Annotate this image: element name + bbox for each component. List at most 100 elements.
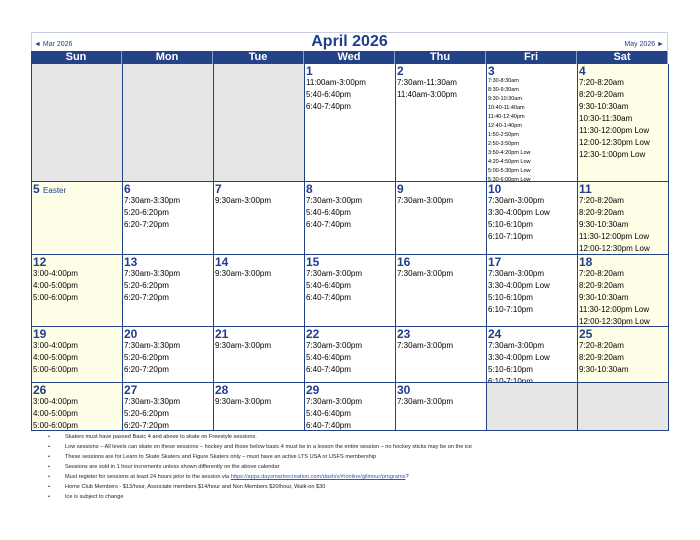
day-number-text: 21: [215, 327, 229, 341]
session-time: 6:20-7:20pm: [124, 220, 169, 229]
day-number-text: 2: [397, 64, 404, 78]
day-number: 18: [579, 256, 668, 268]
session-time: 9:30am-3:00pm: [215, 341, 272, 350]
day-number: 27: [124, 384, 213, 396]
note-text: Sessions are sold in 1 hour increments u…: [65, 464, 280, 470]
day-cell[interactable]: 2 7:30am-11:30am 11:40am-3:00pm: [396, 64, 487, 182]
day-number-text: 10: [488, 182, 502, 196]
day-number-text: 28: [215, 383, 229, 397]
day-number-text: 13: [124, 255, 138, 269]
session-time: 8:20-9:20am: [579, 208, 624, 217]
note-text: Home Club Members - $13/hour, Associate …: [65, 484, 326, 490]
session-time: 5:40-6:40pm: [306, 208, 351, 217]
session-time: 7:20-8:20am: [579, 341, 624, 350]
day-number-text: 27: [124, 383, 138, 397]
note-item: Low sessions – All levels can skate on t…: [48, 442, 472, 452]
session-time: 5:00-6:00pm: [33, 421, 78, 430]
session-time: 7:30am-3:30pm: [124, 397, 181, 406]
day-number-text: 18: [579, 255, 593, 269]
session-time: 5:30-6:00pm Low: [488, 177, 531, 182]
calendar-header: ◄ Mar 2026 April 2026 May 2026 ►: [31, 32, 668, 51]
note-item: Home Club Members - $13/hour, Associate …: [48, 482, 472, 492]
day-cell[interactable]: 16 7:30am-3:00pm: [396, 255, 487, 327]
day-cell[interactable]: 6 7:30am-3:30pm 5:20-6:20pm 6:20-7:20pm: [123, 182, 214, 255]
weekday-sun: Sun: [31, 51, 122, 64]
note-item: Must register for sessions at least 24 h…: [48, 472, 472, 482]
weekday-wed: Wed: [304, 51, 395, 64]
session-time: 3:00-4:00pm: [33, 341, 78, 350]
session-time: 4:00-5:00pm: [33, 353, 78, 362]
empty-day-cell: [487, 383, 578, 431]
session-time: 12:30-1:00pm Low: [579, 150, 646, 159]
day-number-text: 4: [579, 64, 586, 78]
session-time: 6:10-7:10pm: [488, 305, 533, 314]
session-time: 12:00-12:30pm Low: [579, 138, 650, 147]
day-cell[interactable]: 12 3:00-4:00pm 4:00-5:00pm 5:00-6:00pm: [32, 255, 123, 327]
session-time: 6:40-7:40pm: [306, 102, 351, 111]
day-cell[interactable]: 10 7:30am-3:00pm 3:30-4:00pm Low 5:10-6:10p…: [487, 182, 578, 255]
day-cell[interactable]: 24 7:30am-3:00pm 3:30-4:00pm Low 5:10-6:10p…: [487, 327, 578, 383]
session-time: 12:40-1:40pm: [488, 123, 522, 129]
day-cell[interactable]: 30 7:30am-3:00pm: [396, 383, 487, 431]
session-time: 11:40am-3:00pm: [397, 90, 457, 99]
day-cell[interactable]: 19 3:00-4:00pm 4:00-5:00pm 5:00-6:00pm: [32, 327, 123, 383]
day-cell[interactable]: 15 7:30am-3:00pm 5:40-6:40pm 6:40-7:40pm: [305, 255, 396, 327]
register-link[interactable]: https://apps.daysmartrecreation.com/dash…: [230, 474, 406, 480]
day-number-text: 11: [579, 182, 592, 196]
day-cell[interactable]: 8 7:30am-3:00pm 5:40-6:40pm 6:40-7:40pm: [305, 182, 396, 255]
note-text: Ice is subject to change: [65, 494, 124, 500]
day-cell[interactable]: 14 9:30am-3:00pm: [214, 255, 305, 327]
session-time: 5:20-6:20pm: [124, 353, 169, 362]
session-time: 6:40-7:40pm: [306, 220, 351, 229]
session-time: 11:30-12:00pm Low: [579, 126, 650, 135]
day-cell[interactable]: 3 7:30-8:30am 8:30-9:30am 9:30-10:30am 10:40…: [487, 64, 578, 182]
day-cell[interactable]: 17 7:30am-3:00pm 3:30-4:00pm Low 5:10-6:10p…: [487, 255, 578, 327]
day-cell[interactable]: 13 7:30am-3:30pm 5:20-6:20pm 6:20-7:20pm: [123, 255, 214, 327]
session-time: 3:30-4:00pm Low: [488, 353, 550, 362]
session-time: 7:30am-3:00pm: [306, 341, 363, 350]
day-cell[interactable]: 1 11:00am-3:00pm 5:40-6:40pm 6:40-7:40pm: [305, 64, 396, 182]
calendar: ◄ Mar 2026 April 2026 May 2026 ► Sun Mon T…: [31, 32, 669, 431]
session-time: 3:50-4:20pm Low: [488, 150, 531, 156]
day-number-text: 5: [33, 182, 40, 196]
prev-month-link[interactable]: ◄ Mar 2026: [34, 41, 73, 48]
day-cell[interactable]: 22 7:30am-3:00pm 5:40-6:40pm 6:40-7:40pm: [305, 327, 396, 383]
day-cell[interactable]: 20 7:30am-3:30pm 5:20-6:20pm 6:20-7:20pm: [123, 327, 214, 383]
note-item: These sessions are for Learn to Skate Sk…: [48, 452, 472, 462]
day-cell[interactable]: 28 9:30am-3:00pm: [214, 383, 305, 431]
session-time: 9:30-10:30am: [488, 96, 522, 102]
session-time: 5:00-5:30pm Low: [488, 168, 531, 174]
day-number: 16: [397, 256, 486, 268]
session-time: 10:40-11:40am: [488, 105, 525, 111]
day-cell[interactable]: 18 7:20-8:20am 8:20-9:20am 9:30-10:30am 11:3…: [578, 255, 669, 327]
month-title: April 2026: [311, 33, 388, 50]
session-time: 7:30am-3:00pm: [306, 397, 363, 406]
day-number-text: 12: [33, 255, 47, 269]
day-number-text: 25: [579, 327, 593, 341]
day-cell[interactable]: 25 7:20-8:20am 8:20-9:20am 9:30-10:30am: [578, 327, 669, 383]
note-text: Low sessions – All levels can skate on t…: [65, 444, 473, 450]
session-time: 5:10-6:10pm: [488, 365, 533, 374]
day-cell[interactable]: 23 7:30am-3:00pm: [396, 327, 487, 383]
session-time: 6:10-7:10pm: [488, 232, 533, 241]
day-number: 24: [488, 328, 577, 340]
day-cell[interactable]: 4 7:20-8:20am 8:20-9:20am 9:30-10:30am 10:30…: [578, 64, 669, 182]
day-cell[interactable]: 5 Easter: [32, 182, 123, 255]
day-cell[interactable]: 9 7:30am-3:00pm: [396, 182, 487, 255]
weekday-thu: Thu: [395, 51, 486, 64]
day-cell[interactable]: 7 9:30am-3:00pm: [214, 182, 305, 255]
day-cell[interactable]: 27 7:30am-3:30pm 5:20-6:20pm 6:20-7:20pm: [123, 383, 214, 431]
session-time: 8:20-9:20am: [579, 353, 624, 362]
next-month-link[interactable]: May 2026 ►: [624, 41, 664, 48]
session-time: 6:10-7:10pm: [488, 377, 533, 383]
session-time: 7:30am-3:30pm: [124, 269, 181, 278]
day-cell[interactable]: 29 7:30am-3:00pm 5:40-6:40pm 6:40-7:40pm: [305, 383, 396, 431]
session-time: 11:30-12:00pm Low: [579, 305, 650, 314]
session-time: 9:30-10:30am: [579, 293, 629, 302]
day-cell[interactable]: 26 3:00-4:00pm 4:00-5:00pm 5:00-6:00pm: [32, 383, 123, 431]
day-cell[interactable]: 21 9:30am-3:00pm: [214, 327, 305, 383]
day-number-text: 15: [306, 255, 320, 269]
session-time: 4:00-5:00pm: [33, 409, 78, 418]
session-time: 7:30am-3:00pm: [488, 269, 545, 278]
day-cell[interactable]: 11 7:20-8:20am 8:20-9:20am 9:30-10:30am 11:3…: [578, 182, 669, 255]
